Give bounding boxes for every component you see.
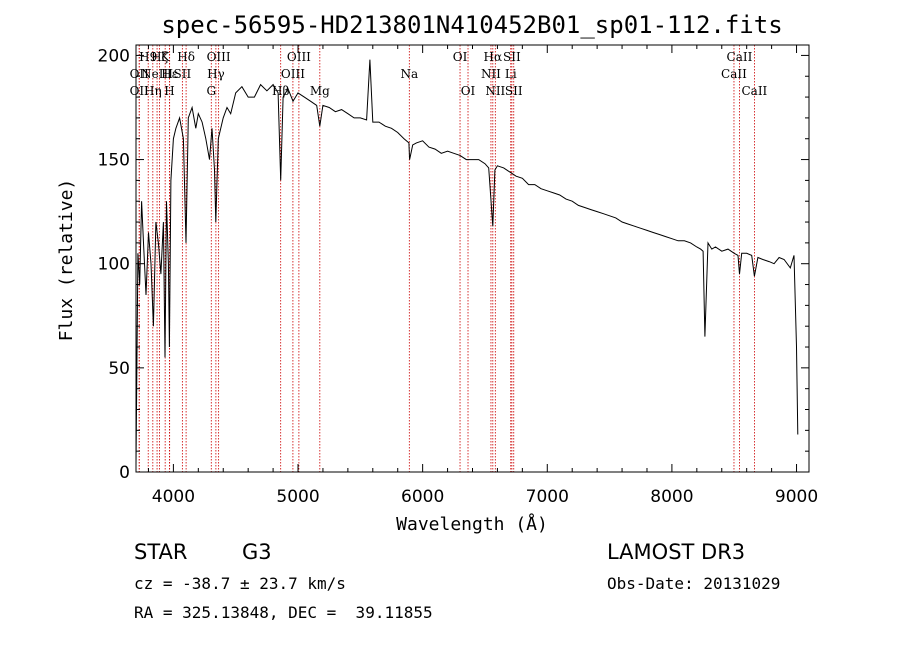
x-tick-label-0: 4000	[152, 487, 195, 507]
line-label-29: CaII	[741, 84, 767, 98]
line-label-3: OII	[130, 84, 150, 98]
x-tick-label-3: 7000	[526, 487, 569, 507]
line-label-8: Hε	[161, 67, 178, 81]
line-label-13: OIII	[207, 50, 231, 64]
x-tick-label-1: 5000	[276, 487, 319, 507]
line-label-28: CaII	[727, 50, 753, 64]
line-label-10: Hδ	[177, 50, 195, 64]
y-tick-label-4: 200	[98, 46, 130, 66]
y-axis-label: Flux (relative)	[56, 179, 77, 342]
line-label-19: OI	[453, 50, 468, 64]
line-label-17: Mg	[310, 84, 330, 98]
line-label-11: G	[206, 84, 216, 98]
line-label-25: SII	[503, 50, 521, 64]
line-label-20: OI	[461, 84, 476, 98]
line-label-12: Hγ	[207, 67, 225, 81]
y-tick-label-2: 100	[98, 255, 130, 275]
line-label-2: NeIII	[141, 67, 173, 81]
survey-name: LAMOST DR3	[607, 540, 746, 564]
spectrum-series	[135, 59, 799, 466]
chart-title: spec-56595-HD213801N410452B01_sp01-112.f…	[161, 11, 782, 39]
spectral-line-markers	[138, 45, 755, 472]
redshift-readout: cz = -38.7 ± 23.7 km/s	[134, 574, 346, 593]
x-axis-label: Wavelength (Å)	[396, 513, 548, 535]
x-tick-label-2: 6000	[401, 487, 444, 507]
object-class: STAR	[134, 540, 188, 564]
y-tick-label-3: 150	[98, 151, 130, 171]
line-label-18: Na	[400, 67, 418, 81]
x-tick-label-5: 9000	[775, 487, 818, 507]
spectral-subclass: G3	[242, 540, 272, 564]
line-label-5: Hζ	[151, 50, 168, 64]
line-label-0: H9	[139, 50, 157, 64]
line-label-15: OIII	[281, 67, 305, 81]
line-label-7: H	[164, 84, 174, 98]
line-label-23: NII	[485, 84, 505, 98]
y-tick-label-0: 0	[119, 463, 130, 483]
coordinates-readout: RA = 325.13848, DEC = 39.11855	[134, 603, 433, 622]
plot-frame	[135, 44, 810, 473]
line-label-21: NII	[481, 67, 501, 81]
line-label-27: CaII	[721, 67, 747, 81]
spectral-line-labels: H9OIINeIIIOIIHηHζKHHεSIIHδGHγOIIIHβOIIIO…	[130, 50, 768, 98]
line-label-16: OIII	[287, 50, 311, 64]
line-label-9: SII	[174, 67, 192, 81]
line-label-24: Li	[505, 67, 517, 81]
line-label-26: SII	[505, 84, 523, 98]
y-axis-ticks: 0 50 100 150 200	[98, 46, 809, 483]
observation-date: Obs-Date: 20131029	[607, 574, 781, 593]
y-tick-label-1: 50	[108, 359, 130, 379]
line-label-4: Hη	[144, 84, 162, 98]
line-label-6: K	[161, 50, 171, 64]
x-axis-ticks: 4000 5000 6000 7000 8000 9000	[147, 45, 818, 507]
line-label-22: Hα	[484, 50, 503, 64]
x-tick-label-4: 8000	[650, 487, 693, 507]
line-label-1: OII	[130, 67, 150, 81]
